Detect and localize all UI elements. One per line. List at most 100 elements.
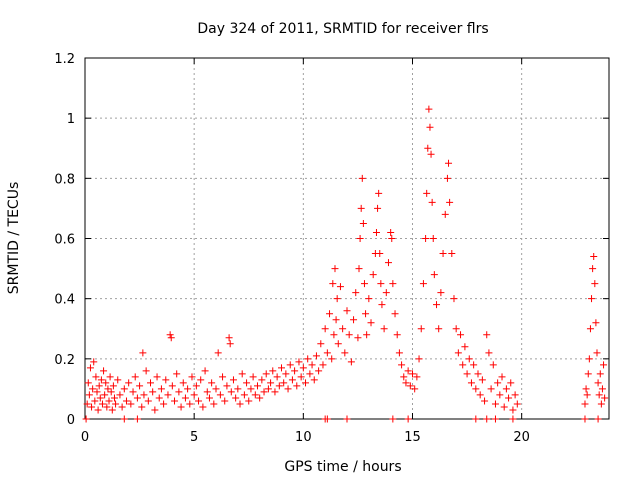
y-tick-label: 0.6 [54, 233, 75, 248]
data-point [109, 382, 117, 390]
data-point [591, 280, 599, 288]
data-point [594, 379, 602, 387]
data-point [256, 394, 264, 402]
data-point [319, 361, 327, 369]
data-point [312, 352, 320, 360]
data-point [359, 219, 367, 227]
data-point [347, 358, 355, 366]
data-point [406, 382, 414, 390]
data-point [129, 388, 137, 396]
data-point [92, 373, 100, 381]
y-tick-label: 1 [67, 112, 75, 127]
data-point [500, 403, 508, 411]
data-point [103, 403, 111, 411]
data-point [588, 295, 596, 303]
data-point [489, 361, 497, 369]
data-point [286, 361, 294, 369]
data-point [430, 271, 438, 279]
data-point [101, 391, 109, 399]
zero-point-marker [133, 415, 141, 423]
data-point [247, 385, 255, 393]
zero-point-marker [389, 415, 397, 423]
data-point [147, 379, 154, 387]
y-tick-label: 0.4 [54, 293, 75, 308]
data-point [502, 385, 510, 393]
data-point [465, 355, 473, 363]
data-point [245, 397, 253, 405]
data-point [498, 373, 506, 381]
data-point [221, 397, 229, 405]
data-point [175, 388, 183, 396]
data-point [284, 385, 292, 393]
data-point [136, 382, 144, 390]
data-point [243, 379, 251, 387]
x-tick-label: 15 [404, 430, 421, 445]
data-point [219, 373, 227, 381]
data-point [581, 400, 589, 408]
data-point [167, 334, 175, 342]
data-point [352, 289, 360, 297]
axis-ticks: 0 0.2 0.4 0.6 0.8 1 1.2 0 5 10 15 20 [54, 52, 609, 445]
data-point [378, 301, 386, 309]
zero-point-marker [82, 415, 90, 423]
data-point [422, 235, 430, 242]
data-point [356, 235, 364, 242]
data-point [355, 265, 363, 273]
data-point [142, 367, 150, 375]
x-tick-label: 5 [190, 430, 198, 445]
zero-point-marker [581, 415, 589, 423]
data-point [417, 325, 425, 333]
data-point [98, 400, 106, 408]
data-point [487, 385, 495, 393]
data-point [377, 280, 385, 288]
data-point [288, 376, 296, 384]
data-point [120, 385, 128, 393]
data-point [376, 250, 384, 258]
data-point [472, 385, 480, 393]
data-point [393, 331, 401, 339]
data-point [601, 394, 609, 402]
data-point [367, 319, 375, 327]
data-point [205, 394, 213, 402]
data-point [483, 331, 491, 339]
data-point [181, 394, 189, 402]
data-point [478, 376, 486, 384]
data-point [153, 373, 161, 381]
data-point [110, 394, 118, 402]
data-point [382, 289, 390, 297]
data-point [95, 382, 103, 390]
data-point [89, 385, 97, 393]
zero-point-marker [472, 415, 480, 423]
data-point [374, 204, 382, 212]
data-point [341, 349, 349, 357]
data-point [443, 174, 451, 182]
data-point [590, 253, 598, 261]
data-point [216, 391, 224, 399]
data-point [90, 358, 98, 366]
data-point [384, 259, 392, 267]
data-point [127, 400, 135, 408]
data-point [336, 283, 344, 291]
data-point [240, 391, 248, 399]
data-point [595, 391, 603, 399]
data-point [304, 355, 312, 363]
data-point [496, 391, 504, 399]
data-point [151, 406, 159, 414]
data-point [448, 250, 456, 258]
data-point [238, 370, 246, 378]
data-point [114, 376, 122, 384]
data-point [459, 361, 467, 369]
data-point [439, 250, 447, 258]
data-point [481, 397, 489, 405]
zero-point-marker [323, 415, 331, 423]
data-point [415, 355, 423, 363]
data-point [144, 397, 152, 405]
data-point [190, 391, 198, 399]
data-point [426, 123, 434, 131]
data-point [321, 325, 329, 333]
zero-point-marker [483, 415, 491, 423]
data-point [402, 379, 410, 387]
data-point [461, 343, 469, 351]
data-point [425, 105, 433, 113]
data-point [302, 379, 310, 387]
